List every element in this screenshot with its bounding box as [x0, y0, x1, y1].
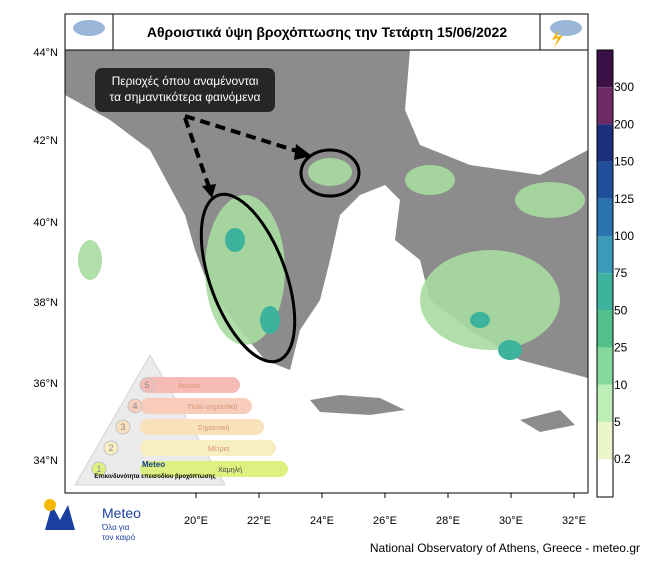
- lat-label: 38°N: [33, 297, 58, 309]
- colorbar-swatch: [597, 422, 613, 460]
- title-bar: [64, 13, 589, 51]
- annotation-text: Περιοχές όπου αναμένονται: [112, 74, 259, 88]
- arrow: [183, 117, 212, 191]
- risk-band: [140, 440, 276, 456]
- sea: [65, 95, 588, 493]
- risk-number: 5: [144, 380, 149, 390]
- risk-label: Πολύ σημαντική: [188, 403, 238, 411]
- risk-badge: [91, 461, 107, 477]
- risk-badge: [103, 440, 119, 456]
- lat-label: 34°N: [33, 455, 58, 467]
- colorbar-swatch: [597, 273, 613, 311]
- arrow-head: [294, 144, 312, 160]
- risk-band: [140, 398, 252, 414]
- risk-label: Ακραία: [178, 382, 200, 390]
- colorbar-label: 150: [614, 155, 634, 169]
- logo-tagline: Όλα για: [101, 523, 130, 532]
- colorbar-swatch: [597, 347, 613, 385]
- annotation-text: τα σημαντικότερα φαινόμενα: [110, 90, 261, 104]
- risk-badge: [127, 398, 143, 414]
- risk-label: Σημαντική: [198, 425, 230, 432]
- colorbar-label: 75: [614, 266, 628, 280]
- logo-sun: [44, 499, 56, 511]
- lat-label: 42°N: [33, 135, 58, 147]
- footer: National Observatory of Athens, Greece -…: [370, 541, 640, 555]
- colorbar-label: 50: [614, 303, 628, 317]
- lon-label: 26°E: [373, 515, 397, 527]
- colorbar-swatch: [597, 198, 613, 236]
- black-sea: [405, 50, 588, 175]
- highlight-ellipse: [299, 148, 361, 198]
- lon-label: 30°E: [499, 515, 523, 527]
- lat-label: 36°N: [33, 378, 58, 390]
- map-frame: [64, 49, 589, 494]
- lightning: [552, 30, 563, 48]
- annotation-box: [95, 68, 275, 112]
- lon-label: 28°E: [436, 515, 460, 527]
- risk-badge: [139, 377, 155, 393]
- colorbar-swatch: [597, 87, 613, 125]
- risk-brand: Meteo: [142, 460, 165, 469]
- colorbar-swatch: [597, 161, 613, 199]
- risk-badge: [115, 419, 131, 435]
- risk-number: 3: [120, 422, 125, 432]
- lat-label: 44°N: [33, 47, 58, 59]
- risk-pyramid: 5 Ακραία 4 Πολύ σημαντική 3 Σημαντική 2 Μέτρια 1…: [74, 353, 288, 486]
- lon-label: 22°E: [247, 515, 271, 527]
- lon-label: 24°E: [310, 515, 334, 527]
- rain-icon: [73, 20, 105, 36]
- colorbar-swatch: [597, 459, 613, 497]
- storm-icon: [550, 20, 582, 36]
- colorbar-swatch: [597, 124, 613, 162]
- lon-label: 32°E: [562, 515, 586, 527]
- heavy-rain: [225, 228, 522, 360]
- risk-label: Μέτρια: [208, 445, 229, 453]
- arrow: [184, 114, 301, 154]
- risk-band: [140, 419, 264, 435]
- title: Αθροιστικά ύψη βροχόπτωσης την Τετάρτη 1…: [147, 24, 507, 40]
- lat-label: 40°N: [33, 217, 58, 229]
- colorbar-label: 5: [614, 415, 621, 429]
- colorbar-label: 0.2: [614, 452, 631, 466]
- colorbar-label: 300: [614, 80, 634, 94]
- risk-caption: Επικινδυνότητα επεισοδίου βροχόπτωσης: [94, 474, 215, 480]
- colorbar-swatch: [597, 236, 613, 274]
- risk-number: 2: [108, 443, 113, 453]
- colorbar-frame: [596, 49, 614, 498]
- colorbar-label: 25: [614, 341, 628, 355]
- rain-areas: [78, 158, 585, 350]
- colorbar-label: 125: [614, 192, 634, 206]
- logo-mark: [45, 505, 75, 530]
- colorbar-swatch: [597, 310, 613, 348]
- map: [65, 50, 588, 493]
- risk-number: 1: [96, 464, 101, 474]
- highlight-ellipse: [199, 192, 297, 364]
- colorbar-swatch: [597, 50, 613, 88]
- colorbar-label: 100: [614, 229, 634, 243]
- risk-number: 4: [132, 401, 137, 411]
- logo-tagline: τον καιρό: [102, 533, 136, 542]
- logo-name: Meteo: [102, 505, 141, 521]
- arrow-head: [202, 184, 216, 198]
- colorbar-label: 10: [614, 378, 628, 392]
- risk-label: Χαμηλή: [218, 467, 242, 474]
- colorbar-label: 200: [614, 117, 634, 131]
- colorbar-swatch: [597, 384, 613, 422]
- cyprus: [520, 410, 575, 432]
- lon-label: 20°E: [184, 515, 208, 527]
- risk-band: [140, 461, 288, 477]
- crete: [310, 395, 405, 415]
- risk-band: [140, 377, 240, 393]
